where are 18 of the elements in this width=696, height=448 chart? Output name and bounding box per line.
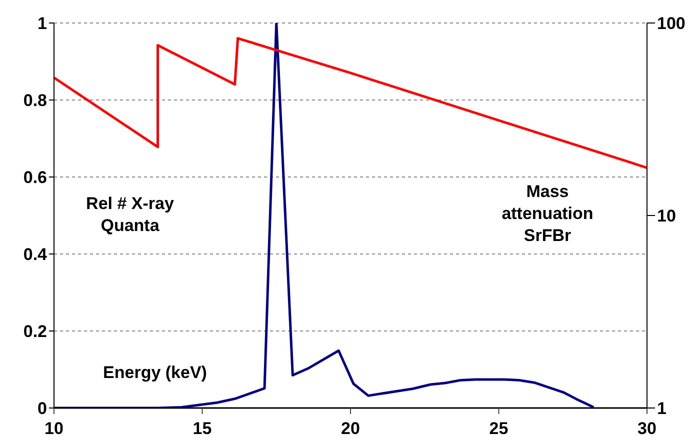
y2-tick-label: 100 xyxy=(657,14,686,34)
y-tick-label: 0.6 xyxy=(23,168,47,188)
y-tick-label: 0.4 xyxy=(23,245,48,264)
y2-tick-label: 1 xyxy=(657,399,666,418)
x-tick-label: 20 xyxy=(341,419,360,438)
x-tick-label: 25 xyxy=(489,419,508,438)
y-axis-title: Rel # X-ray Quanta xyxy=(85,193,175,237)
x-tick-label: 30 xyxy=(638,419,656,438)
y-tick-label: 0.2 xyxy=(23,322,47,342)
y-tick-label: 0.8 xyxy=(23,91,47,110)
y2-axis-title: Mass attenuation SrFBr xyxy=(500,181,594,247)
x-tick-label: 15 xyxy=(192,419,212,438)
line-series xyxy=(54,37,647,170)
x-tick-label: 10 xyxy=(44,419,64,438)
y2-tick-label: 10 xyxy=(657,206,676,226)
y-tick-label: 1 xyxy=(38,14,47,34)
y-tick-label: 0 xyxy=(38,399,47,418)
x-axis-title: Energy (keV) xyxy=(102,362,208,384)
